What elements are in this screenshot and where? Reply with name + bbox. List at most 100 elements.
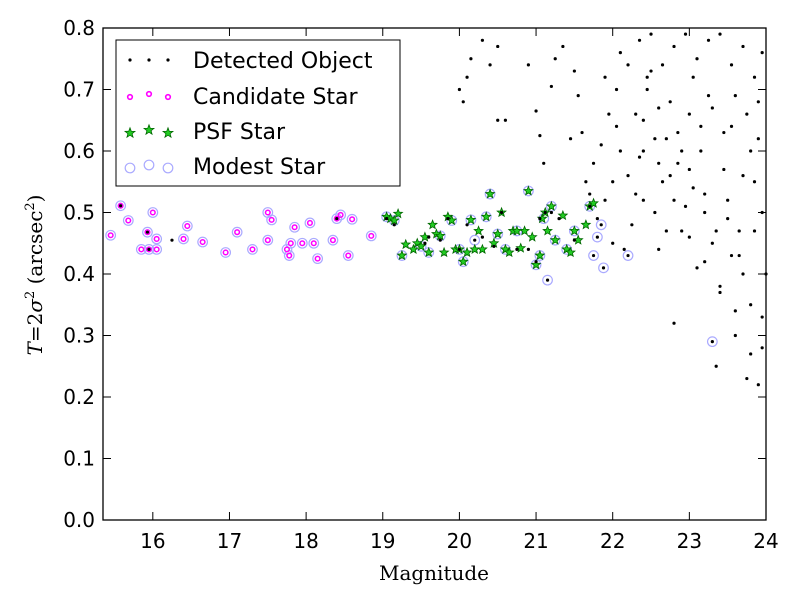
candidate-star-point: [337, 211, 344, 219]
psf-star-point: [396, 249, 408, 261]
x-tick-label: 21: [523, 529, 548, 553]
candidate-star-point: [349, 216, 356, 223]
modest-star-point: [115, 200, 127, 212]
x-tick-label: 18: [293, 529, 318, 553]
detected-object-point: [745, 376, 749, 381]
legend-psf-marker: [142, 123, 156, 136]
detected-object-point: [557, 217, 561, 221]
detected-object-point: [741, 44, 745, 49]
y-tick-label: 0.1: [63, 447, 95, 471]
detected-object-point: [657, 247, 661, 251]
psf-star-point: [536, 212, 548, 224]
detected-object-point: [538, 217, 542, 221]
candidate-star-point: [286, 252, 293, 259]
detected-object-point: [480, 38, 485, 42]
psf-star-point: [469, 243, 481, 255]
detected-object-point: [438, 238, 442, 242]
detected-object-point: [611, 180, 615, 184]
candidate-star-point: [199, 238, 206, 246]
candidate-star-point: [125, 217, 132, 224]
psf-star-point: [522, 185, 534, 196]
psf-star-point: [434, 230, 446, 241]
modest-star-point: [147, 207, 159, 218]
modest-star-point: [365, 230, 377, 242]
detected-object-point: [634, 192, 638, 196]
legend-psf-marker: [123, 126, 137, 139]
detected-object-point: [584, 180, 588, 184]
legend-entry-detected: Detected Object: [128, 49, 373, 74]
y-tick-label: 0.4: [63, 262, 95, 286]
x-tick-label: 24: [753, 529, 778, 553]
psf-star-point: [549, 234, 561, 245]
detected-object-point: [657, 106, 661, 110]
detected-object-point: [595, 235, 599, 239]
y-tick-label: 0.0: [63, 508, 95, 532]
modest-star-point: [247, 243, 258, 255]
modest-star-point: [220, 247, 232, 258]
y-axis: 0.0 0.1 0.2 0.3 0.4 0.5 0.6 0.7 0.8: [63, 16, 766, 532]
detected-object-point: [680, 229, 684, 233]
detected-object-point: [699, 149, 703, 153]
detected-object-point: [749, 303, 753, 307]
detected-object-point: [618, 149, 622, 153]
detected-object-point: [649, 69, 653, 73]
detected-object-point: [672, 198, 676, 202]
modest-star-point: [266, 214, 278, 226]
candidate-star-point: [222, 249, 229, 256]
psf-star-point: [568, 225, 580, 236]
modest-star-point: [181, 220, 193, 232]
legend-label-modest: Modest Star: [193, 155, 326, 180]
y-tick-label: 0.7: [63, 78, 95, 102]
detected-object-point: [756, 137, 760, 141]
psf-star-point: [580, 219, 592, 230]
detected-object-point: [499, 210, 504, 215]
detected-object-point: [714, 229, 718, 233]
detected-object-point: [568, 137, 573, 141]
detected-object-point: [676, 161, 680, 165]
candidate-star-point: [149, 209, 156, 216]
detected-object-point: [733, 94, 737, 98]
psf-star-point: [588, 197, 599, 208]
detected-object-point: [614, 124, 619, 128]
y-tick-label: 0.5: [63, 201, 95, 225]
candidate-star-point: [314, 255, 321, 262]
psf-star-point: [515, 242, 527, 253]
detected-object-point: [741, 272, 745, 276]
candidate-star-point: [299, 240, 306, 247]
detected-object-point: [703, 210, 707, 215]
modest-star-point: [598, 262, 609, 274]
x-tick-label: 22: [600, 529, 625, 553]
detected-object-point: [538, 134, 542, 138]
detected-object-point: [145, 230, 150, 234]
detected-object-point: [722, 130, 726, 135]
modest-star-point: [542, 274, 553, 286]
detected-object-point: [756, 100, 760, 104]
detected-object-point: [392, 223, 396, 227]
detected-object-point: [691, 75, 695, 79]
psf-star-point: [526, 231, 538, 242]
modest-star-point: [591, 231, 603, 243]
modest-star-point: [308, 237, 320, 249]
detected-object-point: [614, 87, 619, 92]
detected-object-point: [545, 278, 550, 282]
detected-object-point: [637, 38, 642, 42]
x-tick-label: 16: [140, 529, 165, 553]
candidate-star-point: [368, 232, 375, 239]
modest-star-point: [335, 209, 347, 221]
detected-object-point: [526, 63, 530, 67]
detected-object-point: [469, 57, 473, 61]
detected-object-point: [653, 137, 657, 141]
detected-object-point: [630, 223, 634, 227]
modest-star-point: [346, 213, 358, 225]
detected-object-point: [664, 137, 668, 141]
detected-object-point: [626, 63, 630, 67]
detected-object-point: [695, 57, 699, 61]
modest-star-point: [105, 229, 117, 241]
modest-star-point: [622, 250, 634, 261]
psf-star-point: [388, 214, 400, 226]
detected-object-point: [680, 149, 684, 153]
modest-star-point: [178, 233, 189, 245]
detected-object-point: [687, 112, 691, 116]
detected-object-point: [515, 247, 519, 251]
